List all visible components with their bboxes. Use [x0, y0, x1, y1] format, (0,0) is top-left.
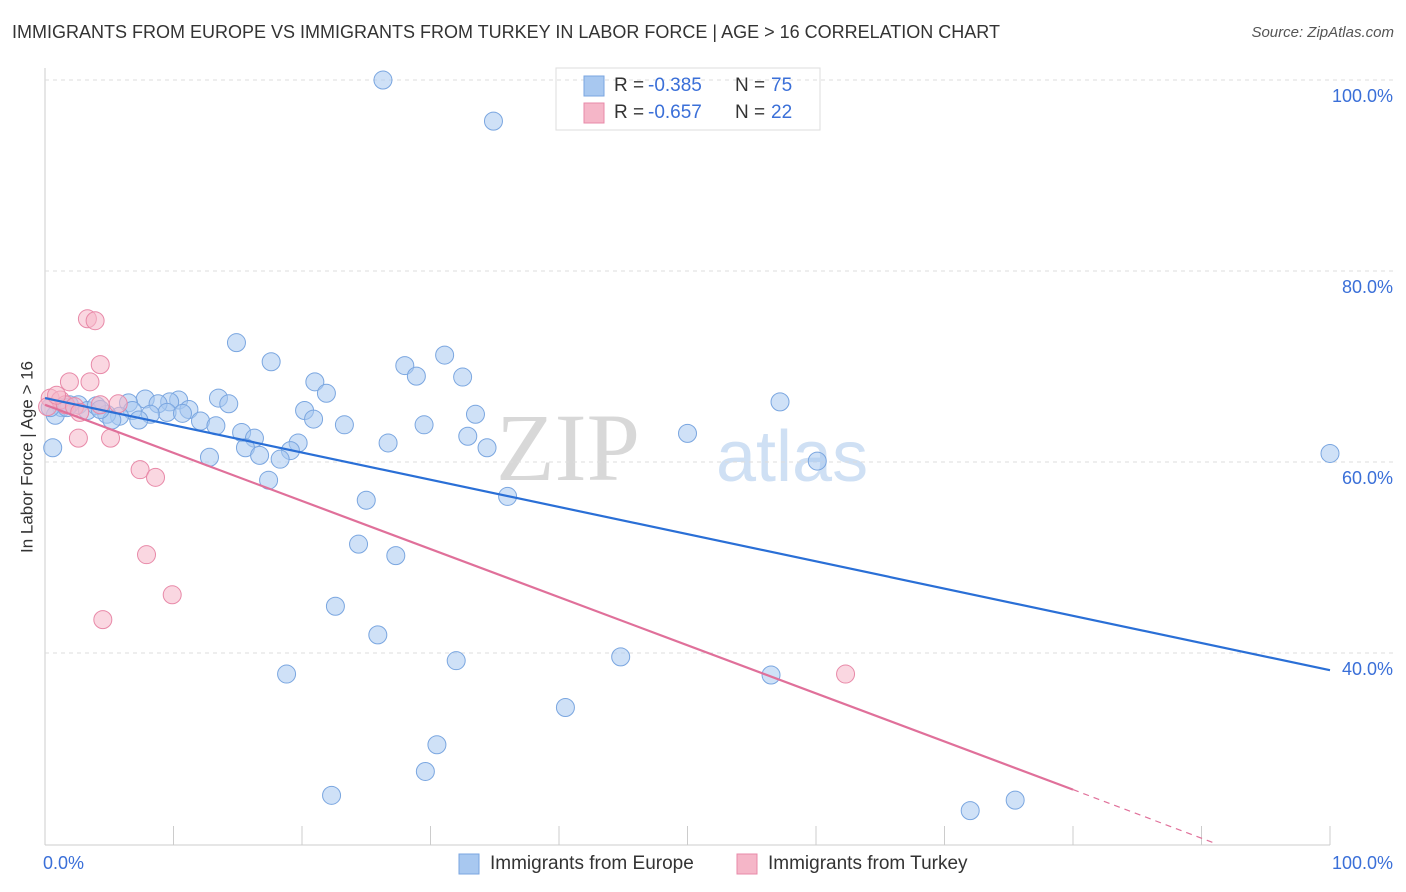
point [453, 367, 473, 387]
point [90, 355, 110, 375]
point [261, 352, 281, 372]
legend-stat-label: R = [614, 75, 644, 96]
y-axis-label: In Labor Force | Age > 16 [17, 361, 36, 553]
point [305, 372, 325, 392]
point [59, 372, 79, 392]
point [770, 392, 790, 412]
legend-swatch [736, 853, 758, 875]
y-tick-label: 80.0% [1342, 277, 1393, 297]
trend-line [44, 396, 1331, 672]
y-tick-label: 60.0% [1342, 468, 1393, 488]
source: Source: ZipAtlas.com [1251, 24, 1394, 41]
point [68, 428, 88, 448]
point [250, 445, 270, 465]
point [108, 394, 128, 414]
point [162, 585, 182, 605]
legend-swatch [458, 853, 480, 875]
point [477, 438, 497, 458]
point [378, 433, 398, 453]
legend-stat-label: N = [735, 102, 765, 123]
point [80, 372, 100, 392]
point [611, 647, 631, 667]
point [414, 415, 434, 435]
watermark: ZIP [496, 394, 640, 501]
legend-r: -0.385 [648, 75, 702, 96]
point [458, 426, 478, 446]
point [137, 545, 157, 565]
point [43, 438, 63, 458]
x-tick-label: 0.0% [43, 853, 84, 873]
point [406, 366, 426, 386]
point [761, 665, 781, 685]
legend-swatch [583, 75, 605, 97]
legend-label: Immigrants from Turkey [768, 853, 968, 874]
point [836, 664, 856, 684]
point [368, 625, 388, 645]
y-tick-label: 40.0% [1342, 659, 1393, 679]
point [678, 423, 697, 443]
point [435, 345, 455, 365]
point [316, 383, 336, 403]
point [130, 460, 150, 480]
point [219, 394, 239, 414]
point [304, 409, 324, 429]
point [226, 333, 246, 353]
point [85, 311, 105, 331]
point [349, 534, 369, 554]
point [1320, 443, 1340, 463]
legend-n: 22 [771, 102, 792, 123]
point [483, 111, 503, 131]
point [807, 451, 827, 471]
point [555, 697, 575, 717]
point [446, 651, 466, 671]
legend-n: 75 [771, 75, 792, 96]
point [334, 415, 354, 435]
legend-stat-label: N = [735, 75, 765, 96]
trend-line [1072, 789, 1215, 844]
legend-swatch [583, 102, 605, 124]
point [373, 70, 393, 90]
chart-title: IMMIGRANTS FROM EUROPE VS IMMIGRANTS FRO… [12, 22, 1000, 42]
point [356, 490, 376, 510]
x-tick-label: 100.0% [1332, 853, 1393, 873]
legend-stat-label: R = [614, 102, 644, 123]
point [1005, 790, 1025, 810]
point [270, 449, 290, 469]
point [325, 596, 345, 616]
point [427, 735, 447, 755]
point [277, 664, 297, 684]
point [465, 404, 485, 424]
point [386, 546, 406, 566]
legend-r: -0.657 [648, 102, 702, 123]
y-tick-label: 100.0% [1332, 86, 1393, 106]
point [322, 785, 342, 805]
watermark: atlas [716, 417, 868, 497]
point [960, 801, 980, 821]
legend-label: Immigrants from Europe [490, 853, 694, 874]
point [172, 403, 192, 423]
point [93, 610, 113, 630]
point [415, 761, 435, 781]
point [146, 467, 166, 487]
trend-line [44, 403, 1074, 791]
